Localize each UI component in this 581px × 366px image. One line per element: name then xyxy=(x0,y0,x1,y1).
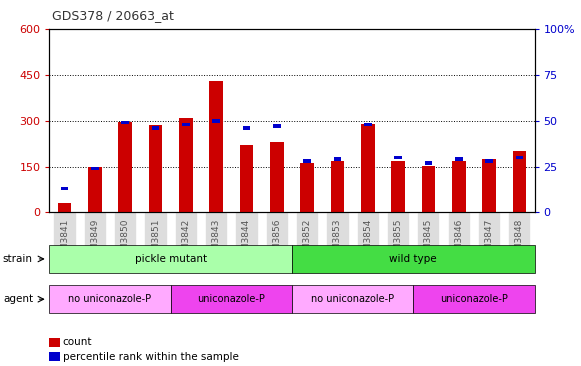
Bar xyxy=(300,163,314,212)
Bar xyxy=(331,161,345,212)
Text: pickle mutant: pickle mutant xyxy=(135,254,207,264)
Bar xyxy=(243,126,250,130)
Text: percentile rank within the sample: percentile rank within the sample xyxy=(63,352,239,362)
Bar xyxy=(485,159,493,163)
Bar xyxy=(391,161,405,212)
Bar xyxy=(239,145,253,212)
Text: strain: strain xyxy=(3,254,33,264)
Text: no uniconazole-P: no uniconazole-P xyxy=(69,294,152,304)
Bar xyxy=(273,124,281,128)
Bar xyxy=(58,203,71,212)
Text: agent: agent xyxy=(3,294,33,304)
Text: count: count xyxy=(63,337,92,347)
Bar xyxy=(61,187,69,190)
Bar xyxy=(422,166,435,212)
Text: uniconazole-P: uniconazole-P xyxy=(198,294,266,304)
Bar xyxy=(452,161,465,212)
Bar xyxy=(121,121,129,124)
Bar xyxy=(182,123,189,126)
Bar xyxy=(213,119,220,123)
Bar xyxy=(482,159,496,212)
Bar xyxy=(425,161,432,165)
Bar xyxy=(303,159,311,163)
Text: no uniconazole-P: no uniconazole-P xyxy=(311,294,394,304)
Bar xyxy=(333,157,341,161)
Text: GDS378 / 20663_at: GDS378 / 20663_at xyxy=(52,9,174,22)
Bar xyxy=(515,156,523,159)
Bar xyxy=(179,118,193,212)
Bar xyxy=(149,125,162,212)
Bar xyxy=(361,124,375,212)
Text: wild type: wild type xyxy=(389,254,437,264)
Bar xyxy=(455,157,462,161)
Text: uniconazole-P: uniconazole-P xyxy=(440,294,508,304)
Bar xyxy=(88,167,102,212)
Bar xyxy=(152,126,159,130)
Bar xyxy=(512,151,526,212)
Bar xyxy=(119,122,132,212)
Bar xyxy=(364,123,371,126)
Bar xyxy=(270,142,284,212)
Bar xyxy=(209,81,223,212)
Bar xyxy=(91,167,99,170)
Bar xyxy=(394,156,402,159)
